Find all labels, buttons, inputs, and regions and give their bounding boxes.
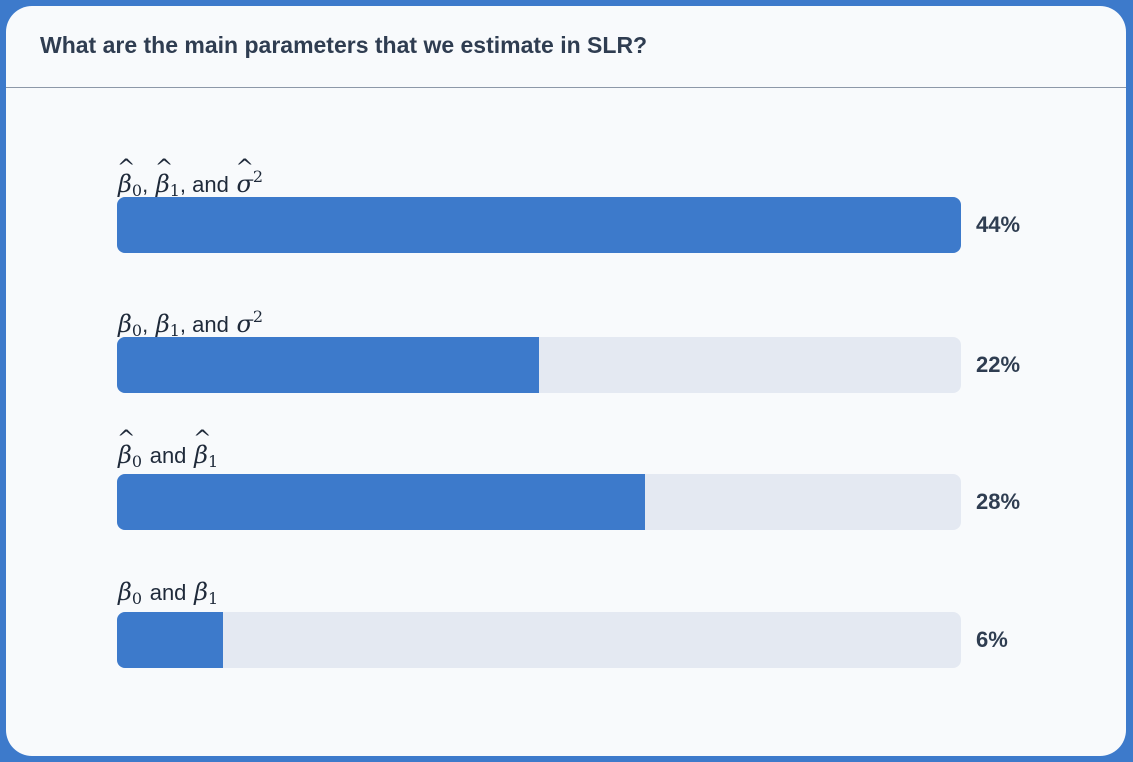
bar-track-2: [117, 337, 961, 393]
option-label-1: ^ β0, ^ β1, and ^ σ2: [117, 156, 264, 201]
bar-track-1: [117, 197, 961, 253]
poll-card: What are the main parameters that we est…: [6, 6, 1126, 756]
bar-track-4: [117, 612, 961, 668]
option-label-3: ^ β0 and ^ β1: [117, 427, 219, 472]
beta-hat-symbol: ^ β: [154, 156, 174, 199]
poll-question: What are the main parameters that we est…: [40, 32, 648, 58]
beta-hat-symbol: ^ β: [117, 427, 136, 470]
beta-hat-symbol: ^ β: [117, 156, 136, 199]
poll-header: What are the main parameters that we est…: [6, 6, 1126, 88]
percent-label-4: 6%: [976, 627, 1008, 652]
option-label-2: β0, β1, and σ2: [118, 307, 264, 340]
option-label-4: β0 and β1: [118, 578, 219, 608]
bar-track-3: [117, 474, 961, 530]
bar-fill-1: [117, 197, 961, 253]
percent-label-1: 44%: [976, 212, 1021, 237]
sigma-hat-symbol: ^ σ: [235, 156, 254, 199]
percent-label-2: 22%: [976, 352, 1021, 377]
beta-hat-symbol: ^ β: [193, 427, 212, 470]
bar-fill-2: [117, 337, 539, 393]
percent-label-3: 28%: [976, 489, 1021, 514]
bar-fill-3: [117, 474, 645, 530]
bar-fill-4: [117, 612, 223, 668]
